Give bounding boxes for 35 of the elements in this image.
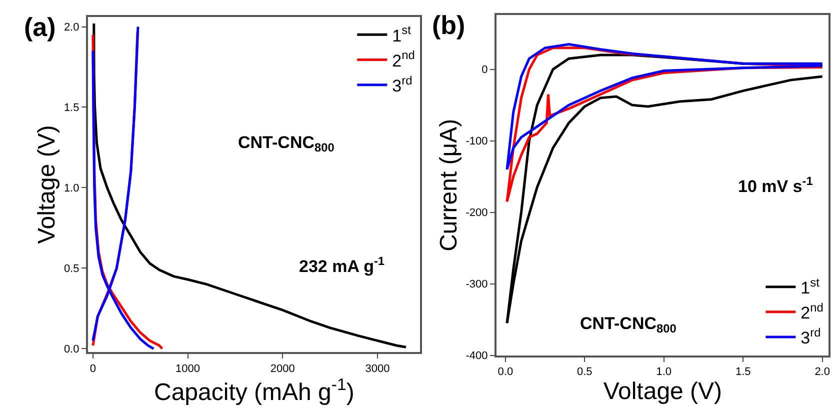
y-tick-label: 1.5	[64, 102, 80, 114]
legend-label: 1$^{st}$	[392, 23, 412, 46]
y-tick-label: 1.0	[64, 182, 80, 195]
text: (a)	[24, 12, 56, 42]
y-tick-label: 0.0	[64, 344, 80, 356]
x-tick-label: 0	[90, 362, 96, 375]
annotation: CNT-CNC$_{800}$	[238, 133, 335, 155]
y-axis-title: Voltage (V)	[34, 125, 61, 244]
x-tick-label: 1.0	[656, 366, 672, 378]
x-tick-label: 2.0	[814, 366, 830, 378]
y-tick-label: 2.0	[64, 22, 80, 34]
y-axis-title: Current (μA)	[435, 118, 462, 252]
legend-label: 3$^{rd}$	[392, 73, 412, 96]
y-tick-label: 0.5	[64, 263, 80, 276]
x-tick-label: 0.5	[576, 366, 592, 378]
x-axis-title: Capacity (mAh g$^{-1}$)	[154, 374, 354, 406]
annotation: 232 mA g$^{-1}$	[299, 254, 385, 276]
y-tick-label: -300	[466, 278, 488, 291]
y-tick-label: -100	[466, 136, 488, 148]
legend-label: 2$^{nd}$	[392, 48, 415, 70]
y-tick-label: -200	[466, 207, 488, 220]
y-tick-label: 0	[482, 64, 488, 76]
legend-label: 1$^{st}$	[800, 275, 820, 298]
annotation: CNT-CNC$_{800}$	[580, 314, 677, 336]
annotation: 10 mV s$^{-1}$	[738, 174, 814, 196]
legend-label: 2$^{nd}$	[800, 300, 824, 323]
x-tick-label: 1000	[176, 362, 200, 375]
x-tick-label: 0.0	[498, 366, 514, 378]
x-axis-title: Voltage (V)	[603, 378, 722, 406]
y-tick-label: -400	[466, 350, 488, 362]
x-tick-label: 3000	[365, 362, 390, 375]
x-tick-label: 1.5	[735, 366, 751, 378]
legend-label: 3$^{rd}$	[800, 326, 821, 348]
x-tick-label: 2000	[270, 362, 295, 375]
text: (b)	[432, 10, 466, 40]
